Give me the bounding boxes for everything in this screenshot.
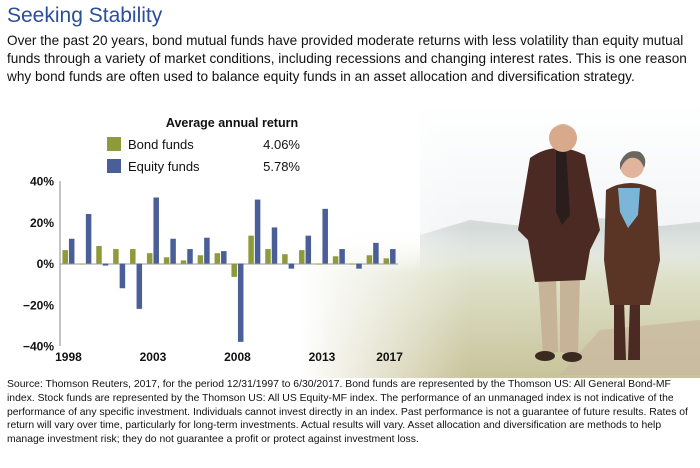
bond-bar-2017 [383, 258, 390, 264]
woman-figure [604, 151, 660, 360]
chart-title: Average annual return [166, 116, 298, 130]
legend-swatch-bond [107, 137, 121, 151]
x-tick-label: 2003 [140, 350, 167, 364]
bond-bar-2009 [248, 235, 254, 264]
equity-bar-2012 [305, 235, 312, 264]
equity-bar-2001 [119, 263, 126, 289]
equity-bar-2005 [187, 249, 193, 264]
equity-bar-2002 [136, 263, 143, 309]
bond-bar-2004 [163, 257, 170, 264]
bond-bar-2012 [299, 250, 305, 264]
bar-series [62, 197, 396, 342]
y-tick-label: 40% [30, 175, 54, 189]
x-tick-label: 2013 [309, 350, 336, 364]
equity-bar-2017 [390, 249, 396, 264]
x-tick-label: 2008 [224, 350, 251, 364]
equity-bar-2000 [102, 263, 109, 266]
legend-average-bond: 4.06% [263, 137, 300, 152]
y-tick-label: −40% [23, 340, 54, 354]
bond-bar-2003 [146, 253, 153, 264]
bond-bar-1998 [62, 250, 68, 264]
legend-item-equity-funds: Equity funds 5.78% [107, 159, 300, 174]
y-tick-label: −20% [23, 298, 54, 312]
legend-swatch-equity [107, 159, 121, 173]
bond-bar-1999 [79, 263, 85, 265]
intro-paragraph: Over the past 20 years, bond mutual fund… [7, 33, 687, 84]
equity-bar-2016 [373, 242, 379, 264]
bond-bar-2016 [366, 255, 373, 264]
legend-label-equity: Equity funds [128, 159, 200, 174]
x-tick-label: 2017 [376, 350, 403, 364]
legend: Bond funds 4.06% Equity funds 5.78% [107, 137, 300, 174]
bond-bar-2007 [214, 253, 221, 264]
legend-average-equity: 5.78% [263, 159, 300, 174]
bond-bar-2008 [231, 263, 237, 277]
source-disclaimer: Source: Thomson Reuters, 2017, for the p… [7, 379, 688, 446]
bond-bar-2000 [96, 245, 102, 264]
bond-bar-2013 [315, 263, 322, 265]
legend-item-bond-funds: Bond funds 4.06% [107, 137, 300, 152]
x-tick-label: 1998 [55, 350, 82, 364]
bond-bar-2006 [197, 255, 204, 264]
equity-bar-2003 [153, 197, 159, 264]
bond-bar-2015 [349, 263, 356, 265]
bond-bar-2002 [130, 249, 136, 264]
x-axis-tick-labels: 1998 2003 2008 2013 2017 [55, 350, 403, 364]
legend-label-bond: Bond funds [128, 137, 194, 152]
equity-bar-2015 [356, 263, 362, 269]
man-figure [518, 124, 600, 362]
y-axis-tick-labels: 40% 20% 0% −20% −40% [23, 175, 54, 354]
equity-bar-2008 [237, 263, 244, 342]
bond-bar-2001 [113, 249, 119, 264]
bond-bar-2014 [332, 256, 339, 264]
page-title: Seeking Stability [7, 4, 163, 27]
equity-bar-2014 [339, 249, 345, 264]
bond-bar-2005 [180, 260, 187, 264]
bond-bar-2010 [265, 249, 271, 264]
equity-bar-2004 [170, 238, 176, 264]
equity-bar-2007 [221, 251, 227, 264]
y-tick-label: 0% [37, 257, 55, 271]
equity-bar-2009 [254, 199, 261, 264]
equity-bar-2010 [271, 227, 278, 264]
bond-bar-2011 [282, 254, 288, 264]
equity-bar-2013 [322, 208, 328, 264]
equity-bar-2011 [288, 263, 295, 269]
equity-bar-2006 [204, 237, 210, 264]
equity-bar-1998 [68, 238, 75, 264]
y-tick-label: 20% [30, 216, 54, 230]
equity-bar-1999 [85, 214, 92, 264]
